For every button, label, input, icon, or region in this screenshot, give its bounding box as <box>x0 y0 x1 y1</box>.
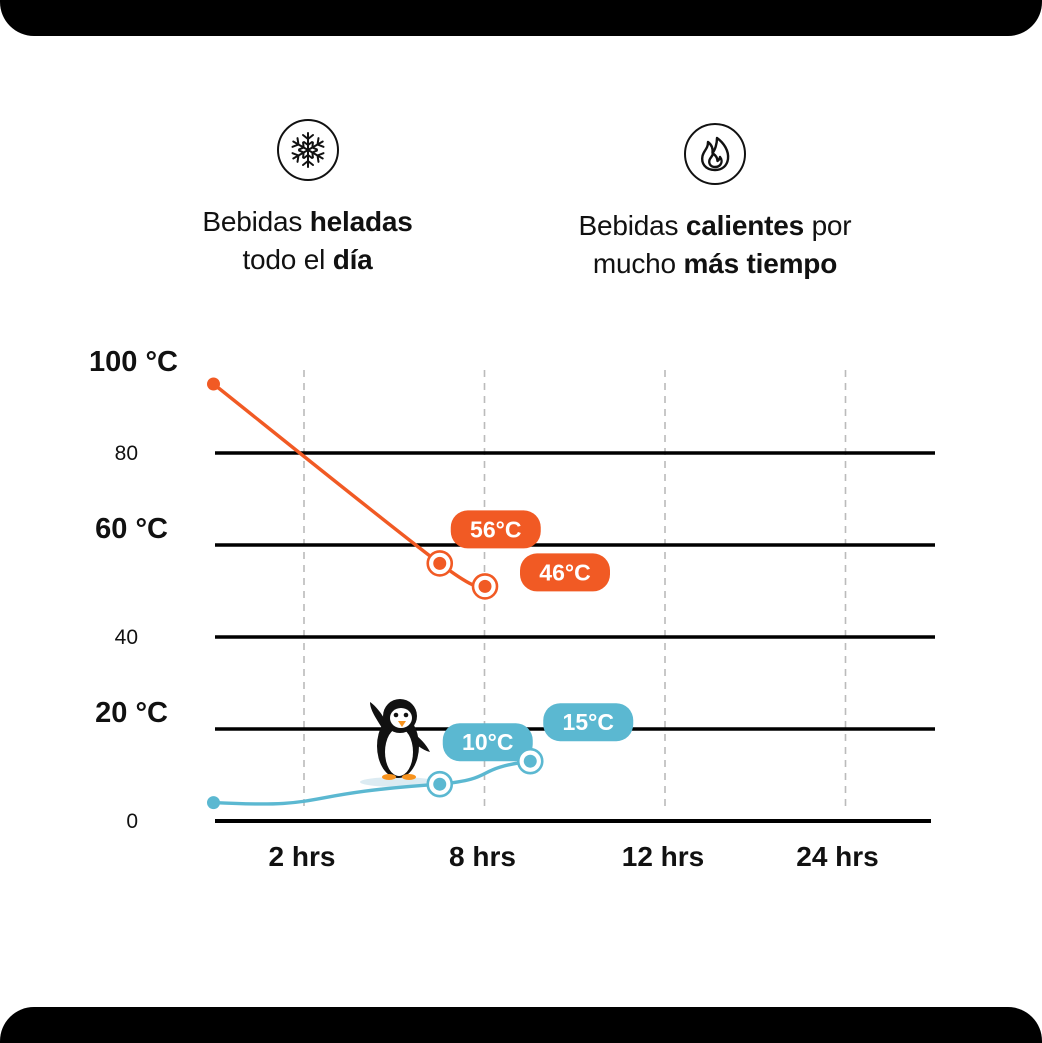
hot-value-badge <box>520 553 610 592</box>
x-axis-labels: 2 hrs 8 hrs 12 hrs 24 hrs <box>269 841 879 872</box>
cold-caption-bold: heladas <box>309 206 413 237</box>
x-tick-label: 12 hrs <box>622 841 705 872</box>
y-tick-label: 60 °C <box>95 513 168 545</box>
hot-point <box>478 579 492 593</box>
flame-icon <box>684 123 746 185</box>
hot-caption-bold: calientes <box>685 210 804 241</box>
bottom-band <box>0 1007 1042 1043</box>
hot-value-label: 56°C <box>470 516 521 542</box>
x-tick-label: 2 hrs <box>269 841 336 872</box>
hot-caption-text: Bebidas <box>578 210 686 241</box>
y-axis-labels: 100 °C 80 60 °C 40 20 °C 0 <box>89 346 178 833</box>
hot-value-badge <box>450 510 541 549</box>
hot-caption-text: mucho <box>592 248 684 279</box>
horizontal-gridlines <box>215 451 935 823</box>
hot-caption: Bebidas calientes por mucho más tiempo <box>520 207 910 283</box>
cold-value-badge <box>442 723 533 762</box>
hot-caption-bold: más tiempo <box>683 248 838 279</box>
snowflake-icon <box>276 119 339 181</box>
top-band <box>0 0 1042 36</box>
x-tick-label: 8 hrs <box>449 841 516 872</box>
x-tick-label: 24 hrs <box>796 841 879 872</box>
y-tick-label: 80 <box>115 442 138 465</box>
cold-value-label: 15°C <box>563 709 614 735</box>
cold-caption: Bebidas heladas todo el día <box>150 203 465 279</box>
y-tick-label: 0 <box>126 810 138 833</box>
cold-value-label: 10°C <box>462 729 513 755</box>
y-tick-label: 20 °C <box>95 697 168 729</box>
feature-hot-drinks: Bebidas calientes por mucho más tiempo <box>520 123 910 283</box>
hot-point <box>433 556 447 570</box>
cold-start-point <box>207 796 220 810</box>
cold-caption-bold: día <box>332 244 373 275</box>
penguin-illustration <box>360 699 436 787</box>
series-markers: 56°C 46°C 10°C 15°C <box>207 377 634 810</box>
feature-cold-drinks: Bebidas heladas todo el día <box>150 119 465 279</box>
cold-caption-text: Bebidas <box>202 206 310 237</box>
cold-point <box>433 777 447 791</box>
hot-caption-text: por <box>803 210 852 241</box>
cold-series-line <box>213 759 531 806</box>
cold-caption-text: todo el <box>242 244 333 275</box>
cold-point <box>523 754 537 768</box>
y-tick-label: 40 <box>115 626 138 649</box>
y-tick-label: 100 °C <box>89 346 178 378</box>
hot-start-point <box>207 377 220 391</box>
cold-value-badge <box>543 703 634 742</box>
hot-value-label: 46°C <box>539 559 590 585</box>
